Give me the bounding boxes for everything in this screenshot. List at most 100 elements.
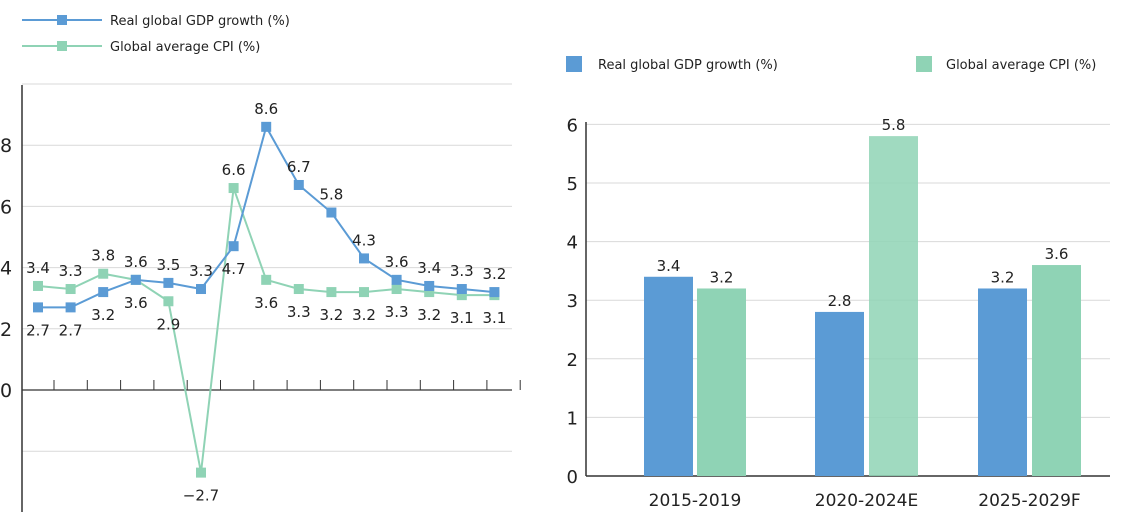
line-data-label-cpi: 6.6 — [222, 161, 246, 179]
line-y-tick-label: 8 — [0, 135, 12, 157]
line-data-label-gdp: 3.2 — [91, 306, 115, 324]
line-point-cpi — [228, 183, 239, 194]
legend-marker-cpi — [57, 41, 67, 51]
legend-label-cpi: Global average CPI (%) — [110, 40, 260, 55]
legend-label-gdp: Real global GDP growth (%) — [110, 14, 290, 29]
line-data-label-cpi: 3.3 — [59, 262, 83, 280]
bar-data-label: 3.4 — [657, 257, 681, 275]
bar-legend: Real global GDP growth (%) Global averag… — [566, 56, 1096, 73]
line-point-gdp — [228, 241, 239, 252]
line-series — [33, 121, 500, 478]
line-data-label-gdp: 3.3 — [189, 262, 213, 280]
line-x-ticks — [53, 380, 521, 390]
line-series-cpi — [37, 187, 495, 473]
line-point-gdp — [163, 277, 174, 288]
bar-cpi — [697, 288, 746, 476]
line-data-labels: 2.7 2.7 3.2 3.6 3.5 3.3 4.7 8.6 6.7 5.8 4.3 3.6 3.4 3… — [26, 100, 506, 505]
line-point-gdp — [326, 207, 337, 218]
bar-cpi — [1032, 265, 1081, 476]
line-y-tick-label: 4 — [0, 258, 12, 280]
bar-legend-item-gdp: Real global GDP growth (%) — [566, 56, 778, 73]
bar-data-label: 5.8 — [882, 116, 906, 134]
line-data-label-cpi: 3.1 — [482, 309, 506, 327]
line-point-cpi — [98, 268, 109, 279]
bar-chart: Real global GDP growth (%) Global averag… — [566, 56, 1110, 511]
line-data-label-gdp: 3.6 — [385, 253, 409, 271]
line-data-label-cpi: 3.8 — [91, 247, 115, 265]
line-y-tick-label: 0 — [0, 380, 12, 402]
line-point-gdp — [261, 121, 272, 132]
line-data-label-cpi: 3.6 — [254, 294, 278, 312]
line-data-label-cpi: 3.4 — [26, 259, 50, 277]
line-point-gdp — [196, 284, 206, 295]
bar-gdp — [978, 288, 1027, 476]
line-y-tick-labels: 0 2 4 6 8 — [0, 135, 12, 402]
bar-gdp — [815, 311, 864, 476]
line-point-gdp — [33, 302, 43, 313]
line-point-gdp — [65, 302, 76, 313]
bar-y-tick-label: 6 — [567, 115, 578, 136]
line-point-gdp — [98, 287, 109, 298]
bar-legend-label-cpi: Global average CPI (%) — [946, 58, 1096, 73]
line-chart: Real global GDP growth (%) Global averag… — [0, 14, 521, 512]
line-point-gdp — [359, 253, 369, 264]
bar-category-label: 2020-2024E — [815, 491, 918, 511]
bar-data-label: 3.6 — [1045, 245, 1069, 263]
line-data-label-gdp: 3.4 — [417, 259, 441, 277]
line-data-label-gdp: 2.7 — [26, 321, 50, 339]
line-point-cpi — [261, 274, 272, 285]
bar-cpi — [869, 136, 918, 476]
bar-data-label: 3.2 — [710, 268, 734, 286]
legend-item-gdp: Real global GDP growth (%) — [22, 14, 290, 29]
bar-legend-swatch-cpi — [916, 56, 932, 72]
bar-series — [644, 136, 1081, 476]
line-point-gdp — [130, 274, 141, 285]
line-data-label-cpi: 3.2 — [352, 306, 376, 324]
line-point-gdp — [424, 280, 435, 291]
line-point-cpi — [196, 467, 206, 478]
line-data-label-gdp: 4.3 — [352, 231, 376, 249]
line-point-gdp — [293, 179, 304, 190]
line-point-gdp — [489, 287, 500, 298]
line-data-label-gdp: 4.7 — [222, 260, 246, 278]
line-axes — [21, 85, 512, 512]
line-data-label-cpi: 3.3 — [287, 303, 311, 321]
legend-marker-gdp — [57, 15, 67, 25]
line-data-label-gdp: 6.7 — [287, 158, 311, 176]
bar-legend-label-gdp: Real global GDP growth (%) — [598, 58, 778, 73]
bar-y-tick-labels: 0 1 2 3 4 5 6 — [567, 115, 578, 488]
bar-category-label: 2025-2029F — [978, 491, 1080, 511]
legend-item-cpi: Global average CPI (%) — [22, 40, 260, 55]
line-point-cpi — [326, 287, 337, 298]
line-point-cpi — [293, 284, 304, 295]
bar-legend-item-cpi: Global average CPI (%) — [916, 56, 1096, 73]
line-data-label-cpi: 2.9 — [156, 315, 180, 333]
line-data-label-cpi: 3.2 — [417, 306, 441, 324]
line-data-label-gdp: 8.6 — [254, 100, 278, 118]
line-gridlines — [22, 83, 512, 452]
line-data-label-gdp: 3.3 — [450, 262, 474, 280]
line-legend: Real global GDP growth (%) Global averag… — [22, 14, 290, 55]
line-data-label-gdp: 3.5 — [156, 256, 180, 274]
bar-y-tick-label: 0 — [567, 467, 578, 488]
line-data-label-gdp: 2.7 — [59, 321, 83, 339]
line-point-cpi — [65, 284, 76, 295]
bar-data-label: 3.2 — [991, 268, 1015, 286]
bar-y-tick-label: 1 — [567, 408, 578, 429]
line-point-cpi — [424, 287, 435, 298]
bar-y-tick-label: 2 — [567, 350, 578, 371]
bar-legend-swatch-gdp — [566, 56, 582, 72]
bar-category-labels: 2015-2019 2020-2024E 2025-2029F — [649, 491, 1081, 511]
bar-category-label: 2015-2019 — [649, 491, 742, 511]
line-data-label-gdp: 5.8 — [319, 186, 343, 204]
line-data-label-cpi: 3.1 — [450, 309, 474, 327]
line-data-label-cpi: 3.6 — [124, 253, 148, 271]
bar-y-tick-label: 3 — [567, 291, 578, 312]
line-point-cpi — [359, 287, 369, 298]
line-y-tick-label: 2 — [0, 319, 12, 341]
line-point-cpi — [163, 296, 174, 307]
line-data-label-cpi: −2.7 — [183, 487, 219, 505]
line-data-label-cpi: 3.2 — [319, 306, 343, 324]
bar-data-labels: 3.4 2.8 3.2 3.2 5.8 3.6 — [657, 116, 1069, 310]
